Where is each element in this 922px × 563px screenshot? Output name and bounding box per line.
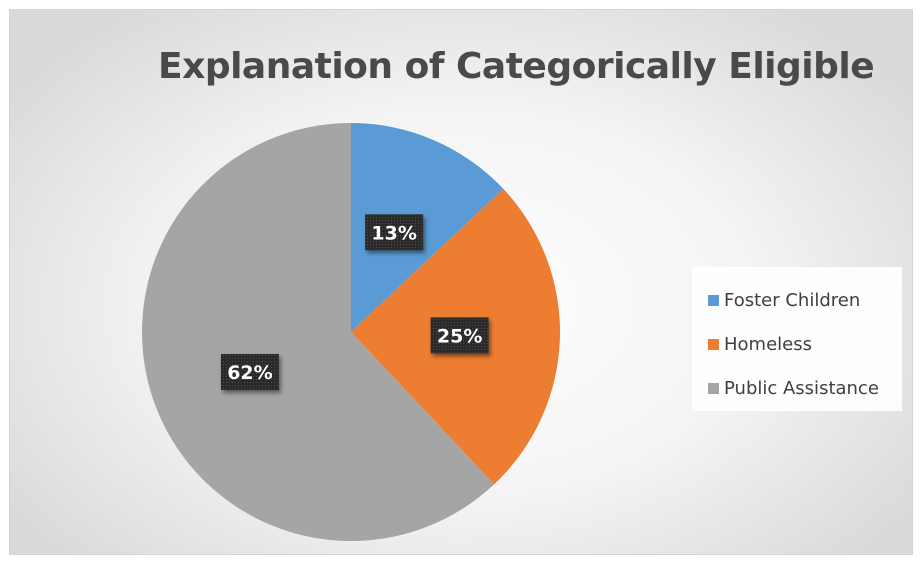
data-label-text: 62% <box>227 362 272 384</box>
legend-label-homeless: Homeless <box>724 333 812 355</box>
legend-item-homeless: Homeless <box>708 322 902 366</box>
data-label-foster-children: 13% <box>365 214 424 251</box>
legend-label-public-assistance: Public Assistance <box>724 377 879 399</box>
legend: Foster Children Homeless Public Assistan… <box>692 267 902 411</box>
legend-label-foster-children: Foster Children <box>724 289 861 311</box>
legend-item-foster-children: Foster Children <box>708 278 902 322</box>
data-label-box <box>430 317 489 354</box>
pie-slice-public-assistance <box>141 123 495 542</box>
legend-item-public-assistance: Public Assistance <box>708 366 902 410</box>
chart-area: Explanation of Categorically Eligible 13… <box>9 9 913 555</box>
legend-swatch-foster-children <box>708 294 719 306</box>
pie-slice-foster-children <box>351 123 504 332</box>
data-label-box <box>365 214 424 251</box>
pie-chart: 13% 25% 62% <box>141 123 560 542</box>
data-label-public-assistance: 62% <box>220 354 279 391</box>
data-label-text: 25% <box>437 325 482 347</box>
data-label-box <box>220 354 279 391</box>
chart-title: Explanation of Categorically Eligible <box>158 46 875 87</box>
legend-swatch-public-assistance <box>708 382 719 394</box>
data-label-homeless: 25% <box>430 317 489 354</box>
data-label-text: 13% <box>371 222 416 244</box>
legend-swatch-homeless <box>708 338 719 350</box>
